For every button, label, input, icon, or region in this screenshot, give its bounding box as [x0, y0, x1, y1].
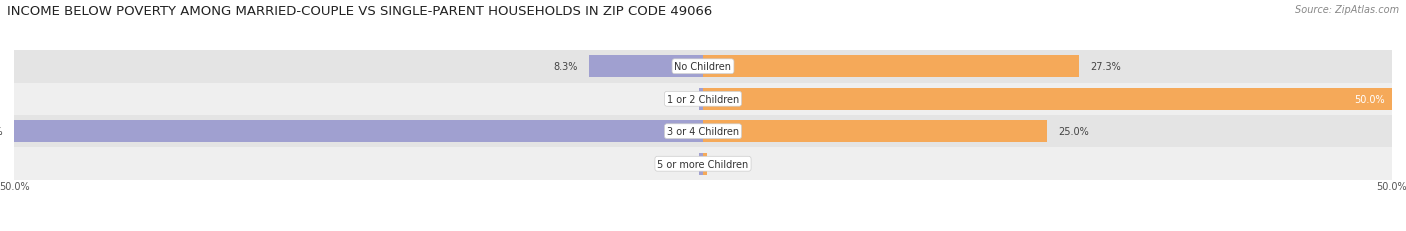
Text: 27.3%: 27.3% — [1090, 62, 1121, 72]
Bar — [703, 56, 1080, 78]
Bar — [14, 83, 1392, 116]
Text: 5 or more Children: 5 or more Children — [658, 159, 748, 169]
Text: 25.0%: 25.0% — [1059, 127, 1090, 137]
Bar — [699, 88, 703, 110]
Text: 1 or 2 Children: 1 or 2 Children — [666, 94, 740, 104]
Text: 0.0%: 0.0% — [668, 159, 692, 169]
Bar — [589, 56, 703, 78]
Text: 0.0%: 0.0% — [668, 94, 692, 104]
Bar — [703, 88, 1392, 110]
Bar — [14, 51, 1392, 83]
Bar — [14, 121, 703, 143]
Text: 50.0%: 50.0% — [0, 127, 3, 137]
Text: 8.3%: 8.3% — [553, 62, 578, 72]
Bar — [699, 153, 703, 175]
Bar — [14, 116, 1392, 148]
Bar — [14, 148, 1392, 180]
Text: Source: ZipAtlas.com: Source: ZipAtlas.com — [1295, 5, 1399, 15]
Bar — [703, 153, 707, 175]
Text: 50.0%: 50.0% — [1354, 94, 1385, 104]
Text: No Children: No Children — [675, 62, 731, 72]
Text: INCOME BELOW POVERTY AMONG MARRIED-COUPLE VS SINGLE-PARENT HOUSEHOLDS IN ZIP COD: INCOME BELOW POVERTY AMONG MARRIED-COUPL… — [7, 5, 713, 18]
Text: 3 or 4 Children: 3 or 4 Children — [666, 127, 740, 137]
Bar — [703, 121, 1047, 143]
Text: 0.0%: 0.0% — [714, 159, 738, 169]
